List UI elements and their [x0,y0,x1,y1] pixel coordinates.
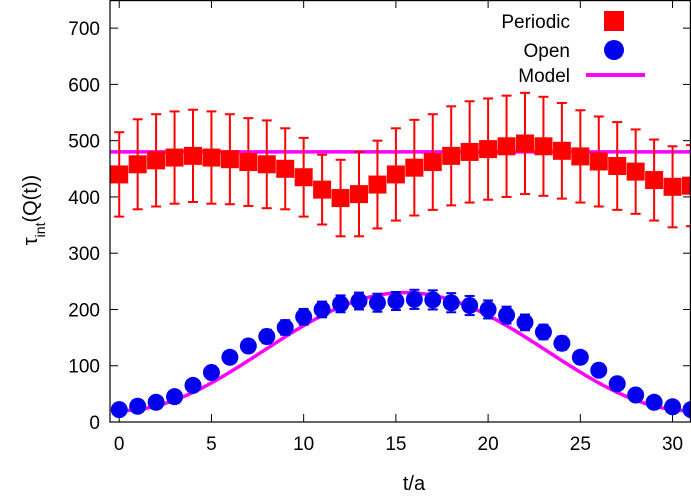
periodic-series [110,91,691,238]
periodic-point [350,185,368,204]
legend-label-open: Open [524,41,570,62]
open-point [313,300,331,318]
open-point [147,393,165,411]
periodic-point [589,152,608,171]
open-point [110,401,128,419]
periodic-error-bar [686,144,691,228]
y-tick-label: 400 [68,188,100,209]
periodic-point [202,148,221,167]
open-point [645,393,663,411]
open-point [332,295,350,313]
axis-ticks [110,0,691,423]
x-tick-label: 5 [206,434,217,455]
periodic-point [184,146,202,165]
y-tick-label: 0 [89,413,100,434]
y-tick-label: 200 [68,300,100,321]
periodic-point [663,177,682,196]
periodic-point [405,158,424,177]
open-point [221,348,239,366]
open-point [553,334,571,352]
x-tick-label: 20 [478,434,499,455]
open-point [202,363,220,381]
periodic-point [682,176,691,195]
periodic-point [276,159,295,178]
periodic-point [368,175,387,194]
periodic-point [442,146,461,165]
legend: Periodic Open Model [501,11,645,87]
open-point [461,297,479,315]
x-tick-label: 30 [662,434,683,455]
periodic-point [313,180,332,199]
open-point [608,375,626,393]
open-point [387,292,405,310]
periodic-point [257,155,276,174]
open-point [276,318,294,336]
periodic-point [165,148,184,167]
open-point [239,337,257,355]
x-axis-label: t/a [403,473,426,495]
periodic-point [571,147,590,166]
periodic-point [645,171,664,190]
periodic-point [128,155,147,174]
x-tick-label: 15 [385,434,406,455]
y-tick-label: 300 [68,244,100,265]
periodic-point [294,168,313,187]
open-point [129,397,147,415]
legend-marker-open [604,40,624,60]
open-series [110,288,691,419]
x-tick-label: 0 [114,434,125,455]
periodic-point [516,134,534,153]
open-point [479,300,497,318]
periodic-point [147,151,166,170]
open-point [516,313,534,331]
open-point [166,388,184,406]
periodic-point [534,137,553,156]
y-tick-label: 100 [68,357,100,378]
legend-label-periodic: Periodic [501,12,570,33]
periodic-point [608,156,627,175]
open-point [295,308,313,326]
periodic-point [220,150,239,169]
open-point [664,398,682,416]
periodic-point [239,153,258,172]
y-tick-label: 700 [68,19,100,40]
open-point [405,290,423,308]
open-point [442,294,460,312]
periodic-point [386,165,405,184]
open-point [368,294,386,312]
model-curve-open [119,290,691,413]
open-point [590,361,608,379]
open-point [258,327,276,345]
periodic-point [626,162,645,181]
open-point [350,292,368,310]
periodic-point [331,189,350,208]
periodic-point [460,142,479,161]
open-point [534,323,552,341]
periodic-point [110,165,129,184]
open-point [627,386,645,404]
open-point [424,291,442,309]
x-tick-label: 25 [570,434,591,455]
y-tick-label: 500 [68,132,100,153]
legend-label-model: Model [518,66,570,87]
open-point [498,306,516,324]
periodic-point [479,140,498,159]
open-point [682,401,691,419]
periodic-point [423,153,442,172]
periodic-point [552,141,571,160]
plot-frame [109,0,691,423]
x-tick-label: 10 [293,434,314,455]
open-point [571,348,589,366]
y-tick-label: 600 [68,75,100,96]
legend-marker-periodic [604,11,624,31]
periodic-point [497,137,516,156]
open-point [184,376,202,394]
y-axis-label: τint(Q(t)) [20,175,48,245]
